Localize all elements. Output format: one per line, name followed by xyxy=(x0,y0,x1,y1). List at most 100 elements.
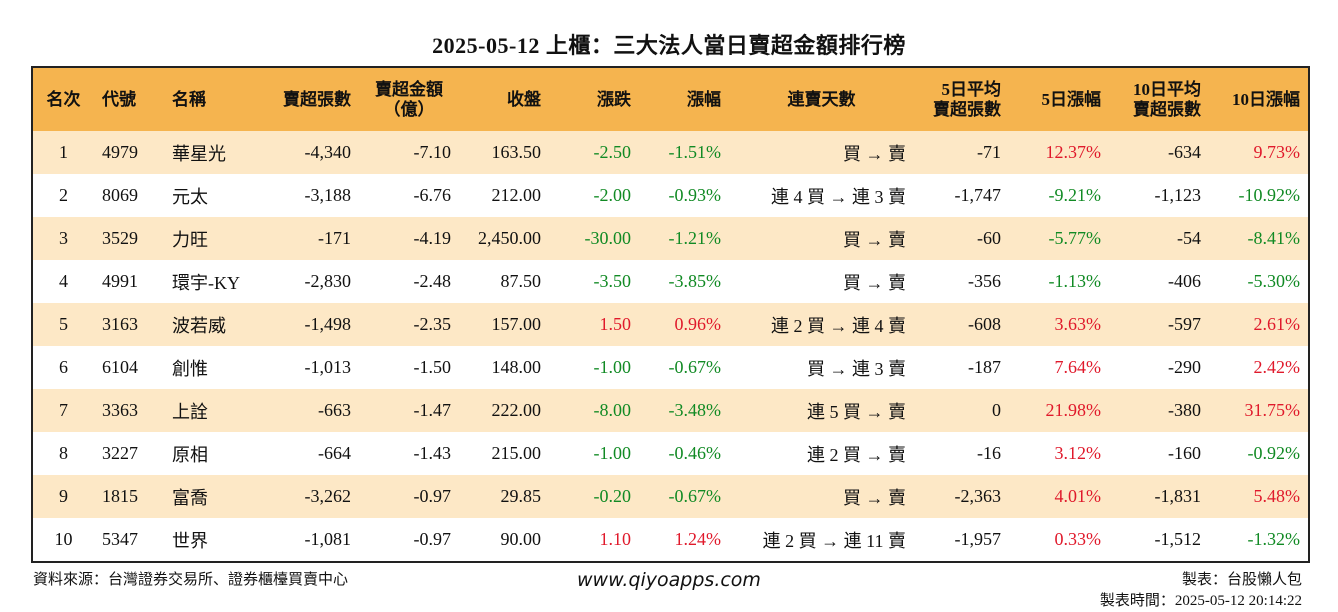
cell-sell-shares: -4,340 xyxy=(304,142,352,162)
cell-name: 元太 xyxy=(172,186,208,207)
cell-avg10: -380 xyxy=(1168,400,1201,420)
cell-name: 創惟 xyxy=(172,358,208,379)
cell-pct: -0.93% xyxy=(668,185,722,205)
header-close: 收盤 xyxy=(507,89,541,109)
cell-avg5: -71 xyxy=(977,142,1001,162)
cell-sell-shares: -664 xyxy=(318,443,351,463)
cell-streak: 買 → 連 3 賣 xyxy=(807,358,906,379)
table-row: 8 3227 原相 -664 -1.43 215.00 -1.00 -0.46% 連 2 買 →… xyxy=(32,432,1309,475)
cell-avg5: -1,747 xyxy=(954,185,1002,205)
cell-pct: -1.51% xyxy=(668,142,722,162)
footer-website: www.qiyoapps.com xyxy=(577,569,761,591)
cell-pct10: -10.92% xyxy=(1238,185,1301,205)
table-row: 10 5347 世界 -1,081 -0.97 90.00 1.10 1.24% 連 2 買 →… xyxy=(32,518,1309,562)
cell-rank: 1 xyxy=(59,142,68,162)
table-body: 1 4979 華星光 -4,340 -7.10 163.50 -2.50 -1.51% 買 → … xyxy=(32,131,1309,562)
cell-pct: -0.46% xyxy=(668,443,722,463)
cell-rank: 10 xyxy=(54,529,73,549)
cell-pct5: 4.01% xyxy=(1054,486,1102,506)
cell-sell-shares: -1,498 xyxy=(304,314,352,334)
header-sell-amount-line1: 賣超金額 xyxy=(375,79,443,99)
cell-avg10: -1,123 xyxy=(1154,185,1202,205)
cell-change: -8.00 xyxy=(593,400,632,420)
header-name: 名稱 xyxy=(172,89,206,109)
cell-pct10: 2.61% xyxy=(1253,314,1301,334)
cell-pct: -1.21% xyxy=(668,228,722,248)
cell-sell-shares: -1,013 xyxy=(304,357,352,377)
ranking-table: 名次 代號 名稱 賣超張數 賣超金額 （億） 收盤 漲跌 漲幅 連賣天數 5日平… xyxy=(31,66,1310,563)
cell-name: 世界 xyxy=(172,530,208,551)
table-row: 4 4991 環宇-KY -2,830 -2.48 87.50 -3.50 -3.85% 買 →… xyxy=(32,260,1309,303)
cell-name: 原相 xyxy=(172,444,208,465)
footer-source: 資料來源：台灣證券交易所、證券櫃檯買賣中心 xyxy=(33,572,349,588)
cell-avg10: -597 xyxy=(1168,314,1201,334)
cell-change: 1.10 xyxy=(599,529,632,549)
footer-maker: 製表：台股懶人包 xyxy=(1181,572,1302,588)
header-avg5: 5日平均 賣超張數 xyxy=(914,67,1009,131)
table-header-row: 名次 代號 名稱 賣超張數 賣超金額 （億） 收盤 漲跌 漲幅 連賣天數 5日平… xyxy=(32,67,1309,131)
cell-pct10: 31.75% xyxy=(1244,400,1301,420)
table-row: 1 4979 華星光 -4,340 -7.10 163.50 -2.50 -1.51% 買 → … xyxy=(32,131,1309,174)
cell-streak: 買 → 賣 xyxy=(843,487,906,508)
cell-pct10: 5.48% xyxy=(1253,486,1301,506)
cell-rank: 8 xyxy=(59,443,68,463)
cell-sell-shares: -3,262 xyxy=(304,486,352,506)
cell-name: 富喬 xyxy=(172,487,208,508)
cell-pct10: -8.41% xyxy=(1247,228,1301,248)
cell-avg5: -1,957 xyxy=(954,529,1002,549)
cell-pct10: -1.32% xyxy=(1247,529,1301,549)
cell-avg5: -187 xyxy=(968,357,1001,377)
cell-pct: -0.67% xyxy=(668,486,722,506)
cell-sell-amount: -2.48 xyxy=(413,271,452,291)
cell-code: 3227 xyxy=(102,443,138,463)
cell-rank: 2 xyxy=(59,185,68,205)
cell-rank: 4 xyxy=(59,271,68,291)
cell-name: 環宇-KY xyxy=(172,272,240,293)
cell-pct5: -1.13% xyxy=(1048,271,1102,291)
cell-rank: 3 xyxy=(59,228,68,248)
cell-avg5: -2,363 xyxy=(954,486,1002,506)
header-sell-amount: 賣超金額 （億） xyxy=(359,67,459,131)
cell-pct5: 3.63% xyxy=(1054,314,1102,334)
cell-close: 90.00 xyxy=(500,529,542,549)
page-title: 2025-05-12 上櫃：三大法人當日賣超金額排行榜 xyxy=(432,33,906,58)
cell-change: -0.20 xyxy=(593,486,632,506)
cell-pct5: 0.33% xyxy=(1054,529,1102,549)
cell-close: 29.85 xyxy=(500,486,542,506)
header-streak: 連賣天數 xyxy=(787,89,856,109)
cell-name: 力旺 xyxy=(172,229,208,250)
cell-streak: 買 → 賣 xyxy=(843,272,906,293)
cell-sell-shares: -3,188 xyxy=(304,185,352,205)
cell-pct5: 3.12% xyxy=(1054,443,1102,463)
cell-change: -1.00 xyxy=(593,357,632,377)
header-sell-shares: 賣超張數 xyxy=(283,89,351,109)
cell-name: 波若威 xyxy=(172,315,226,336)
cell-close: 163.50 xyxy=(491,142,542,162)
cell-pct5: 21.98% xyxy=(1045,400,1102,420)
header-avg10-line1: 10日平均 xyxy=(1133,79,1201,99)
cell-avg5: 0 xyxy=(992,400,1001,420)
cell-streak: 買 → 賣 xyxy=(843,229,906,250)
cell-pct10: -0.92% xyxy=(1247,443,1301,463)
cell-streak: 連 5 買 → 賣 xyxy=(807,401,906,422)
cell-rank: 5 xyxy=(59,314,68,334)
cell-name: 華星光 xyxy=(172,143,226,164)
header-avg10: 10日平均 賣超張數 xyxy=(1109,67,1209,131)
table-row: 7 3363 上詮 -663 -1.47 222.00 -8.00 -3.48% 連 5 買 →… xyxy=(32,389,1309,432)
header-rank: 名次 xyxy=(46,89,81,109)
cell-code: 3163 xyxy=(102,314,138,334)
cell-close: 157.00 xyxy=(491,314,542,334)
cell-close: 222.00 xyxy=(491,400,542,420)
cell-code: 3363 xyxy=(102,400,138,420)
cell-code: 5347 xyxy=(102,529,138,549)
table-row: 6 6104 創惟 -1,013 -1.50 148.00 -1.00 -0.67% 買 → 連… xyxy=(32,346,1309,389)
cell-change: -1.00 xyxy=(593,443,632,463)
cell-avg10: -54 xyxy=(1177,228,1201,248)
cell-sell-amount: -2.35 xyxy=(413,314,452,334)
header-change: 漲跌 xyxy=(597,89,631,109)
cell-streak: 連 2 買 → 連 4 賣 xyxy=(771,315,906,336)
footer-made-time: 製表時間：2025-05-12 20:14:22 xyxy=(1099,593,1302,609)
cell-close: 2,450.00 xyxy=(478,228,541,248)
cell-streak: 買 → 賣 xyxy=(843,143,906,164)
cell-code: 8069 xyxy=(102,185,138,205)
